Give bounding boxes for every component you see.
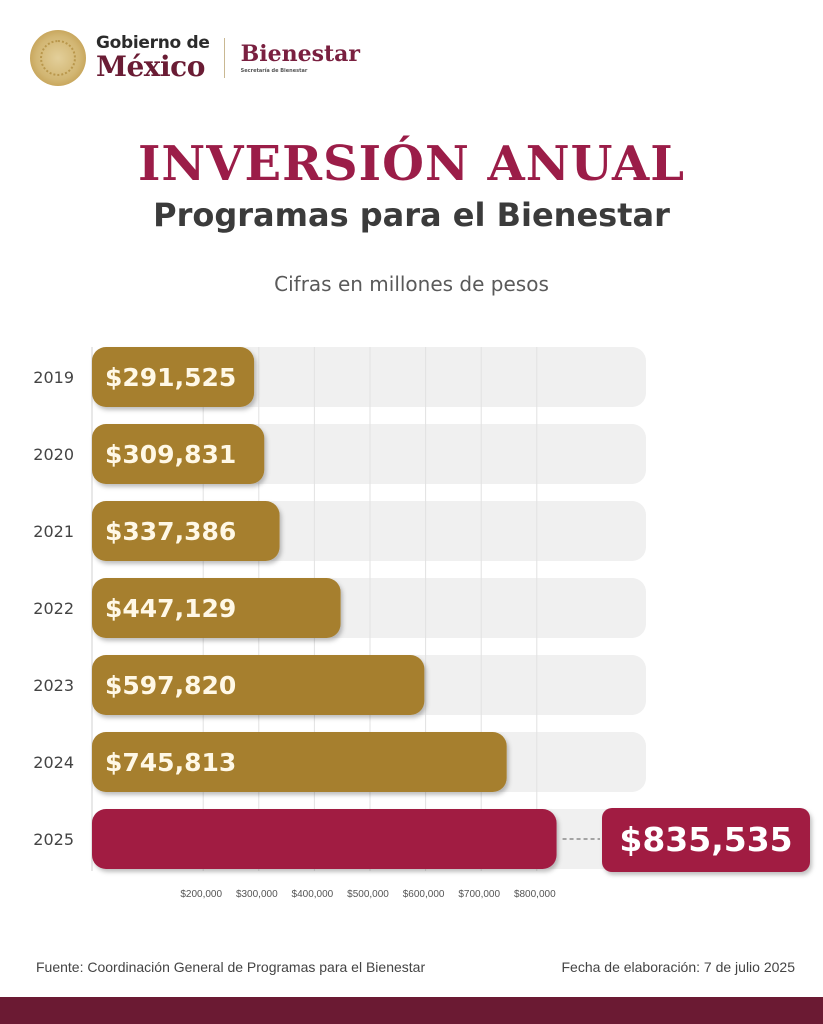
value-label: $745,813 [105, 748, 236, 777]
year-label: 2023 [33, 676, 74, 695]
bar-2025 [92, 809, 557, 869]
bar-2021 [92, 501, 280, 561]
year-label: 2025 [33, 830, 74, 849]
national-emblem-icon [30, 30, 86, 86]
bar-2023 [92, 655, 425, 715]
logo-divider [223, 38, 225, 78]
x-tick-label: $300,000 [236, 889, 278, 900]
source-note: Fuente: Coordinación General de Programa… [36, 959, 426, 975]
chart-title: INVERSIÓN ANUAL [137, 136, 686, 192]
year-label: 2019 [33, 368, 74, 387]
bar-2024 [92, 732, 507, 792]
gov-line2: México [96, 50, 205, 83]
date-note: Fecha de elaboración: 7 de julio 2025 [561, 959, 795, 975]
year-label: 2024 [33, 753, 74, 772]
value-callout [602, 808, 810, 872]
x-tick-label: $600,000 [403, 889, 445, 900]
units-note: Cifras en millones de pesos [274, 272, 549, 296]
footer-band [0, 997, 823, 1024]
dept-sub: Secretaría de Bienestar [240, 67, 308, 74]
gobierno-logo-text: Gobierno de México [96, 35, 210, 81]
value-label: $291,525 [105, 363, 236, 392]
x-tick-label: $200,000 [180, 889, 222, 900]
logo: Gobierno de México Bienestar Secretaría … [30, 28, 360, 88]
x-tick-label: $400,000 [292, 889, 334, 900]
bar-chart: 2019 $291,525 2020 $309,831 2021 $337,386 2022… [33, 347, 810, 900]
bienestar-logo-text: Bienestar Secretaría de Bienestar [241, 43, 360, 74]
value-label: $337,386 [105, 517, 236, 546]
value-label: $447,129 [105, 594, 236, 623]
value-label: $835,535 [619, 820, 792, 859]
gov-line1: Gobierno de [96, 33, 210, 53]
bar-2022 [92, 578, 341, 638]
chart-subtitle: Programas para el Bienestar [153, 196, 670, 234]
year-label: 2020 [33, 445, 74, 464]
value-label: $597,820 [105, 671, 236, 700]
bar-2020 [92, 424, 265, 484]
x-tick-label: $700,000 [458, 889, 500, 900]
dept-name: Bienestar [240, 40, 360, 67]
x-tick-label: $500,000 [347, 889, 389, 900]
x-tick-label: $800,000 [514, 889, 556, 900]
bar-2019 [92, 347, 255, 407]
value-label: $309,831 [105, 440, 236, 469]
year-label: 2022 [33, 599, 74, 618]
year-label: 2021 [33, 522, 74, 541]
